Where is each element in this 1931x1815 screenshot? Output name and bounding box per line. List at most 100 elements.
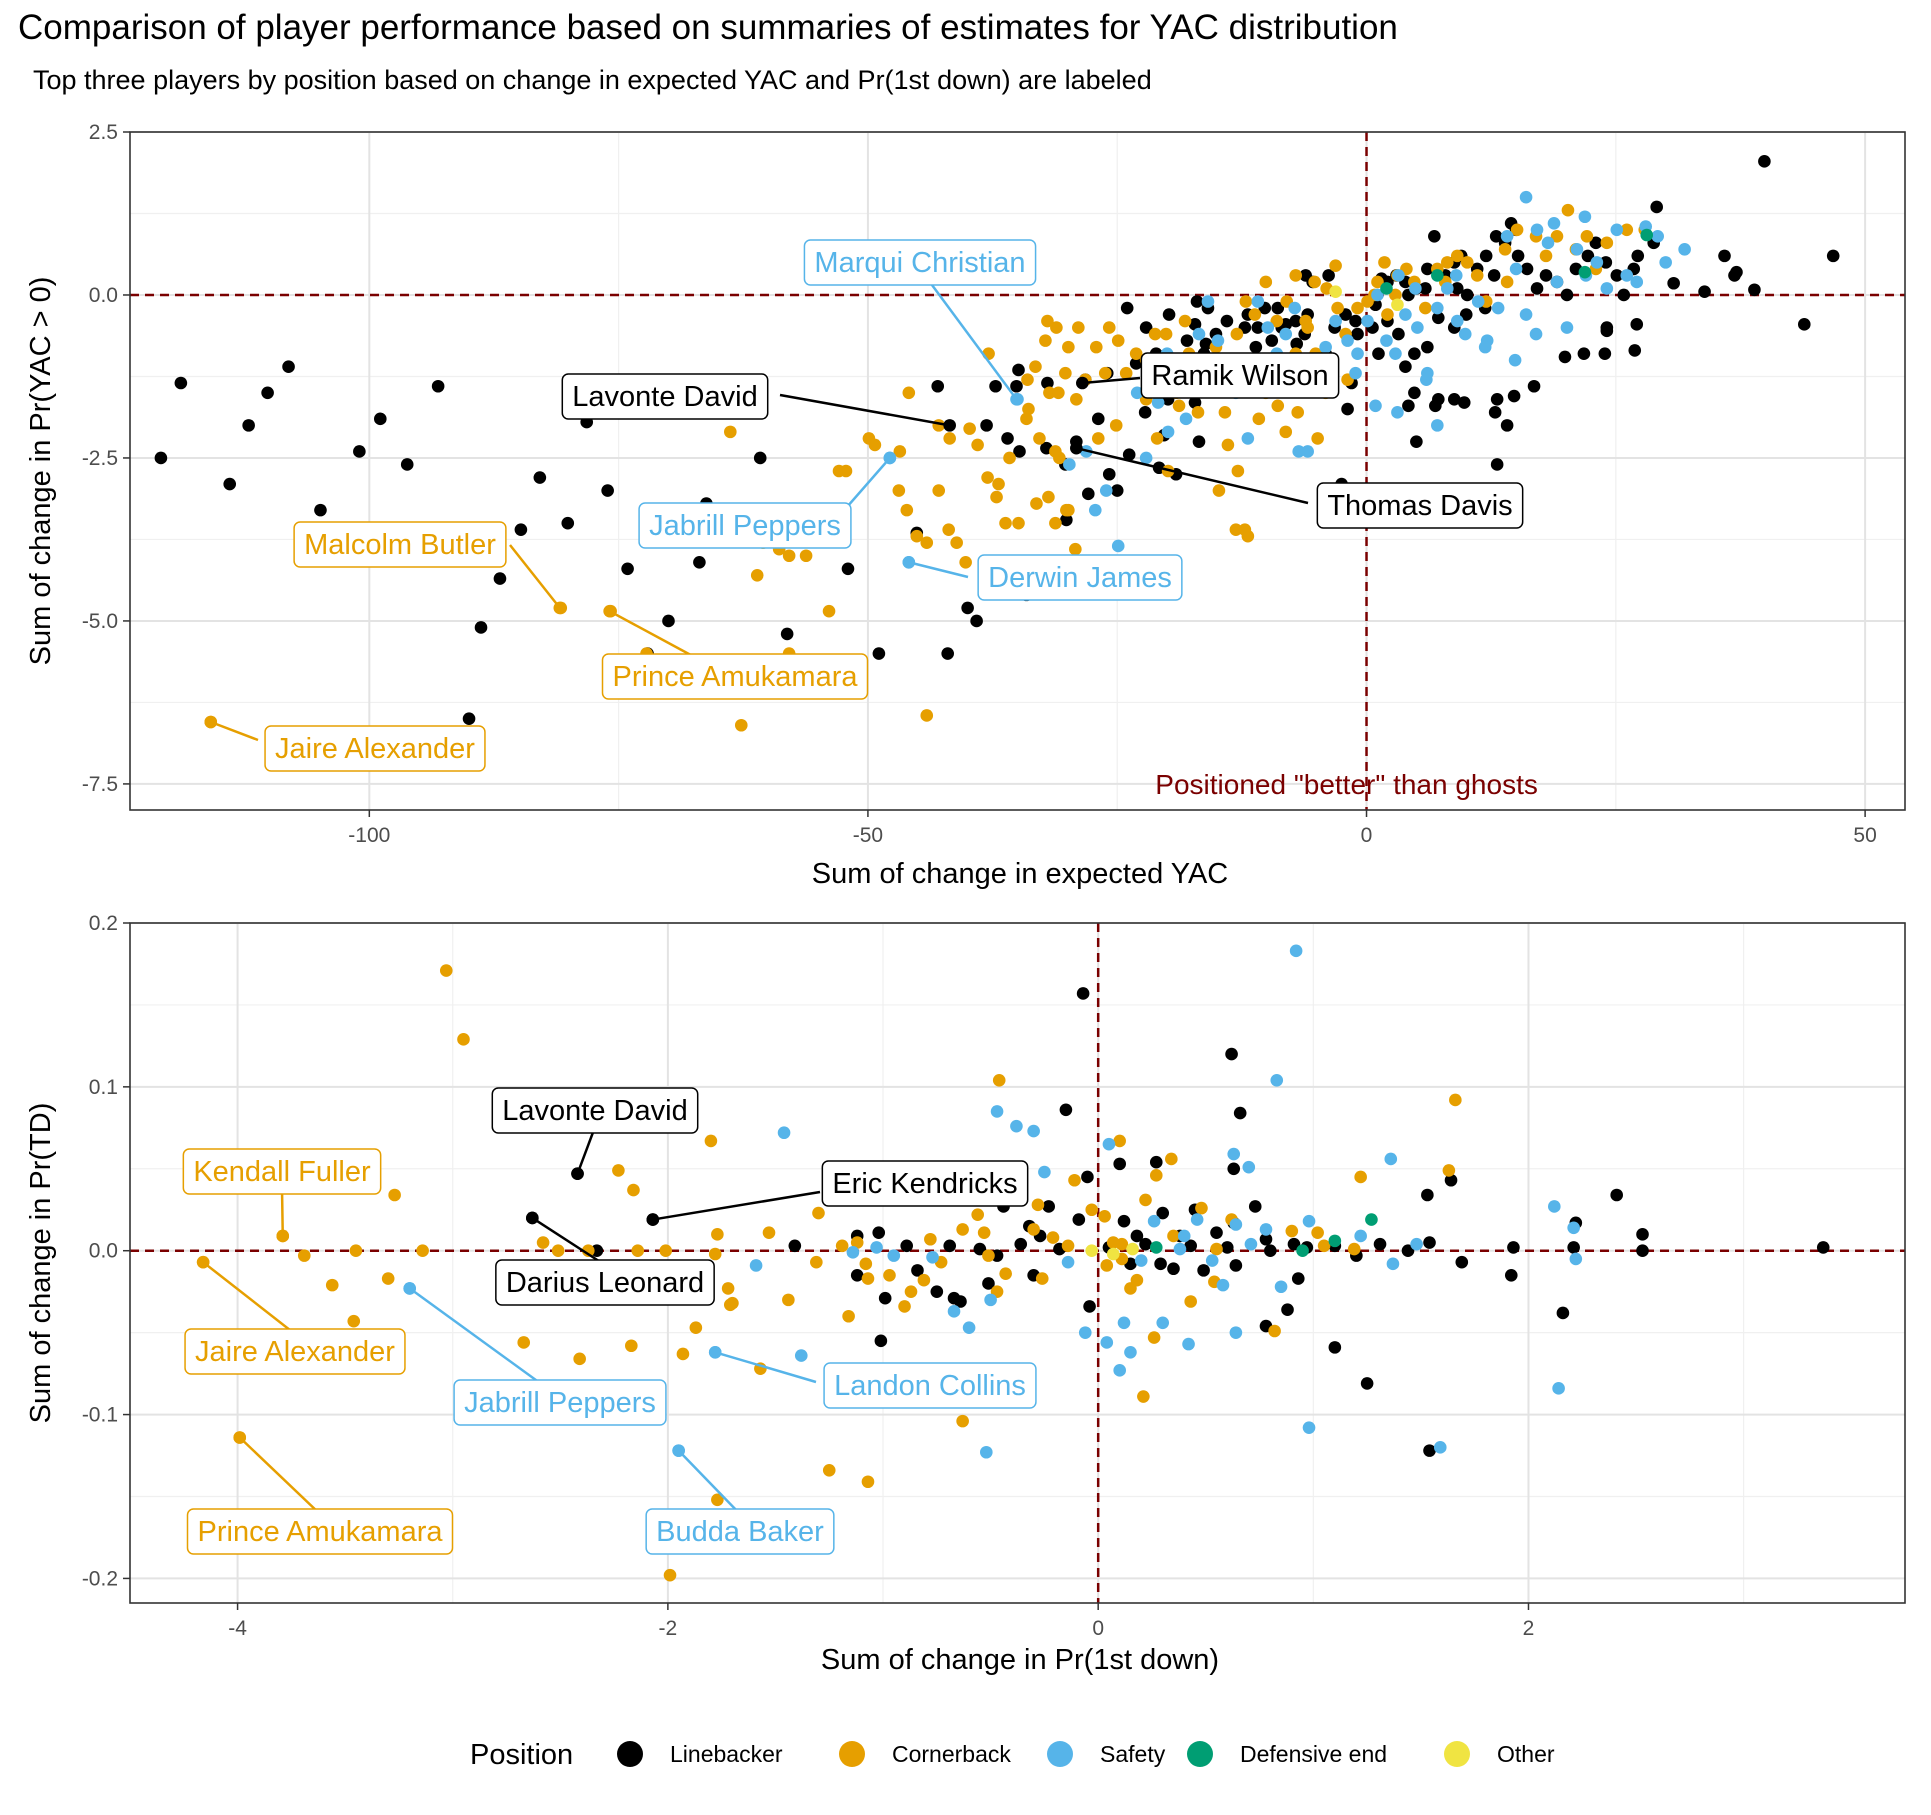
data-point bbox=[1328, 1234, 1342, 1248]
data-point bbox=[1109, 419, 1123, 432]
data-point bbox=[1030, 497, 1043, 510]
data-point bbox=[1259, 275, 1273, 289]
data-point bbox=[1159, 327, 1173, 341]
data-point bbox=[1167, 1262, 1180, 1276]
data-point bbox=[1106, 1247, 1120, 1261]
data-point bbox=[601, 484, 614, 497]
data-point bbox=[1149, 1169, 1163, 1182]
data-point bbox=[812, 1206, 825, 1220]
callout-point bbox=[403, 1282, 416, 1295]
data-point bbox=[711, 1493, 724, 1507]
data-point bbox=[1042, 490, 1055, 504]
data-point bbox=[1201, 295, 1215, 308]
callout-leader-line bbox=[202, 1261, 296, 1335]
data-point bbox=[659, 1244, 673, 1258]
data-point bbox=[1419, 301, 1432, 315]
data-point bbox=[1380, 282, 1393, 295]
data-point bbox=[1541, 236, 1555, 250]
data-point bbox=[1423, 1236, 1436, 1249]
data-point bbox=[990, 1249, 1004, 1262]
data-point bbox=[941, 647, 954, 660]
data-point bbox=[962, 1321, 976, 1335]
data-point bbox=[612, 1164, 625, 1177]
data-point bbox=[1329, 285, 1342, 299]
data-point bbox=[1102, 321, 1116, 334]
data-point bbox=[1124, 1282, 1137, 1295]
data-point bbox=[1167, 1229, 1180, 1243]
data-point bbox=[1640, 228, 1654, 242]
callout-point bbox=[603, 604, 616, 618]
callout-landon-collins: Landon Collins bbox=[708, 1346, 1037, 1409]
data-point bbox=[1450, 249, 1464, 263]
data-point bbox=[1216, 1278, 1230, 1292]
data-point bbox=[861, 1272, 875, 1285]
data-point bbox=[676, 1347, 690, 1361]
data-point bbox=[1099, 484, 1113, 497]
data-point bbox=[1455, 1255, 1469, 1269]
data-point bbox=[810, 1255, 823, 1269]
data-point bbox=[1617, 288, 1631, 302]
data-point bbox=[1589, 236, 1603, 250]
data-point bbox=[381, 1272, 395, 1285]
data-point bbox=[1172, 399, 1186, 413]
callout-leader-line bbox=[280, 1187, 285, 1236]
data-point bbox=[1270, 314, 1284, 328]
data-point bbox=[1231, 464, 1245, 478]
data-point bbox=[749, 1259, 763, 1272]
data-point bbox=[1410, 1237, 1423, 1251]
callout-point bbox=[646, 1213, 660, 1226]
data-point bbox=[1560, 288, 1574, 302]
data-point bbox=[1567, 1221, 1580, 1235]
data-point bbox=[750, 569, 764, 582]
data-point bbox=[1162, 308, 1176, 321]
callout-box bbox=[184, 1328, 406, 1375]
data-point bbox=[1091, 412, 1105, 426]
data-point bbox=[1509, 262, 1523, 276]
data-point bbox=[1060, 513, 1073, 527]
data-point bbox=[1287, 1237, 1301, 1251]
data-point bbox=[1560, 321, 1574, 334]
callout-box bbox=[491, 1087, 699, 1134]
callout-leader-line bbox=[1082, 376, 1141, 385]
callout-label: Thomas Davis bbox=[1327, 490, 1512, 522]
series-defensive-end bbox=[1149, 1213, 1378, 1258]
data-point bbox=[1010, 379, 1023, 393]
data-point bbox=[1322, 269, 1335, 282]
data-point bbox=[1552, 1382, 1565, 1395]
data-point bbox=[551, 1244, 565, 1258]
data-point bbox=[347, 1314, 361, 1328]
data-point bbox=[1449, 269, 1463, 282]
data-point bbox=[1479, 249, 1493, 263]
callout-leader-line bbox=[509, 544, 561, 609]
data-point bbox=[1072, 1213, 1086, 1226]
y-tick-label: -0.2 bbox=[82, 1567, 118, 1590]
x-tick-label: -100 bbox=[348, 824, 390, 847]
data-point bbox=[1229, 1326, 1243, 1339]
callout-label: Ramik Wilson bbox=[1151, 360, 1328, 392]
callout-leader-line bbox=[609, 610, 701, 662]
data-point bbox=[1177, 1229, 1191, 1243]
callout-label: Marqui Christian bbox=[814, 247, 1025, 279]
data-point bbox=[1147, 1214, 1161, 1228]
data-point bbox=[1511, 249, 1525, 263]
data-point bbox=[1238, 523, 1252, 536]
data-point bbox=[971, 438, 984, 452]
data-point bbox=[1431, 269, 1444, 282]
data-point bbox=[1409, 282, 1422, 295]
data-point bbox=[1227, 1147, 1241, 1161]
callout-prince-amukamara: Prince Amukamara bbox=[186, 1431, 454, 1555]
data-point bbox=[947, 1291, 961, 1305]
data-point bbox=[1027, 1223, 1040, 1236]
data-point bbox=[1139, 1193, 1152, 1207]
data-point bbox=[693, 555, 706, 569]
data-point bbox=[1281, 1303, 1294, 1316]
callout-box bbox=[601, 653, 869, 700]
data-point bbox=[920, 536, 934, 550]
series-other bbox=[1329, 285, 1404, 312]
data-point bbox=[517, 1336, 531, 1349]
data-point bbox=[1230, 327, 1244, 341]
callout-prince-amukamara: Prince Amukamara bbox=[601, 604, 869, 700]
data-point bbox=[1279, 327, 1293, 341]
x-tick-label: -4 bbox=[228, 1617, 247, 1640]
data-point bbox=[1391, 298, 1404, 312]
